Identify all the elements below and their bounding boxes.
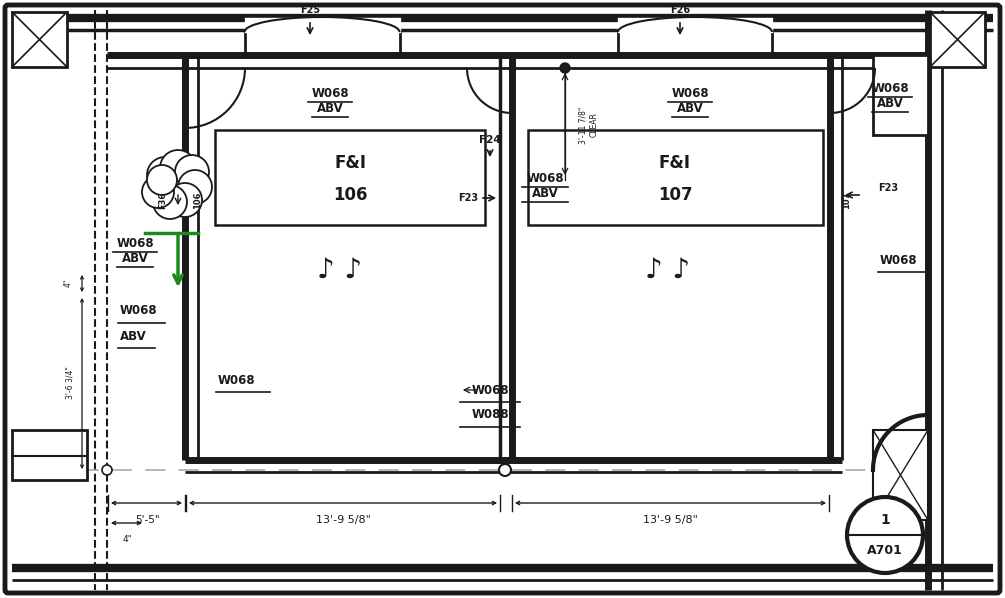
Circle shape <box>102 465 112 475</box>
Bar <box>215 130 485 225</box>
Text: A701: A701 <box>867 544 902 557</box>
Text: W068: W068 <box>471 383 509 396</box>
Bar <box>12 12 67 67</box>
Circle shape <box>560 63 570 73</box>
Text: W068: W068 <box>117 237 154 250</box>
Text: 106: 106 <box>194 191 202 209</box>
Text: W068: W068 <box>312 87 349 100</box>
Circle shape <box>847 497 923 573</box>
Text: 4": 4" <box>63 279 72 287</box>
Text: ABV: ABV <box>532 187 559 200</box>
Circle shape <box>168 183 202 217</box>
Text: ABV: ABV <box>876 97 903 110</box>
Text: 106: 106 <box>333 186 367 204</box>
Circle shape <box>499 464 511 476</box>
Text: W068: W068 <box>671 87 709 100</box>
Circle shape <box>178 170 212 204</box>
Text: 5'-5": 5'-5" <box>135 515 160 525</box>
Text: F26: F26 <box>670 5 690 15</box>
Circle shape <box>147 157 183 193</box>
Circle shape <box>160 150 196 186</box>
Text: 107: 107 <box>842 191 851 209</box>
Text: F23: F23 <box>458 193 478 203</box>
Text: W068: W068 <box>880 254 918 267</box>
Circle shape <box>147 165 177 195</box>
Circle shape <box>142 176 174 208</box>
Bar <box>873 55 928 135</box>
Text: 4": 4" <box>123 535 132 544</box>
Text: CLEAR: CLEAR <box>590 112 599 138</box>
Text: 13'-9 5/8": 13'-9 5/8" <box>316 515 371 525</box>
Text: F&I: F&I <box>659 154 691 172</box>
Text: 107: 107 <box>657 186 692 204</box>
Text: W088: W088 <box>471 408 509 422</box>
Text: 1: 1 <box>880 513 889 527</box>
Circle shape <box>175 155 209 189</box>
Text: ABV: ABV <box>122 252 149 265</box>
Text: 3'-6 3/4": 3'-6 3/4" <box>65 367 74 399</box>
Text: F24: F24 <box>479 135 500 145</box>
Text: F25: F25 <box>299 5 320 15</box>
Text: F36: F36 <box>159 191 168 209</box>
Circle shape <box>153 185 187 219</box>
Bar <box>528 130 823 225</box>
Bar <box>930 12 985 67</box>
Text: ABV: ABV <box>317 102 344 115</box>
Bar <box>12 430 87 480</box>
Text: ♪ ♪: ♪ ♪ <box>318 256 363 284</box>
Text: W068: W068 <box>120 304 158 316</box>
Text: F&I: F&I <box>334 154 366 172</box>
Bar <box>873 430 928 520</box>
Text: ABV: ABV <box>120 329 147 343</box>
Text: ABV: ABV <box>676 102 703 115</box>
Text: ♪ ♪: ♪ ♪ <box>645 256 690 284</box>
Text: W068: W068 <box>218 374 255 386</box>
Text: 3'-11 7/8": 3'-11 7/8" <box>578 106 587 144</box>
Text: 13'-9 5/8": 13'-9 5/8" <box>642 515 697 525</box>
Text: W068: W068 <box>871 82 909 95</box>
Text: F23: F23 <box>878 183 898 193</box>
FancyBboxPatch shape <box>5 5 1000 593</box>
Text: W068: W068 <box>527 172 564 185</box>
